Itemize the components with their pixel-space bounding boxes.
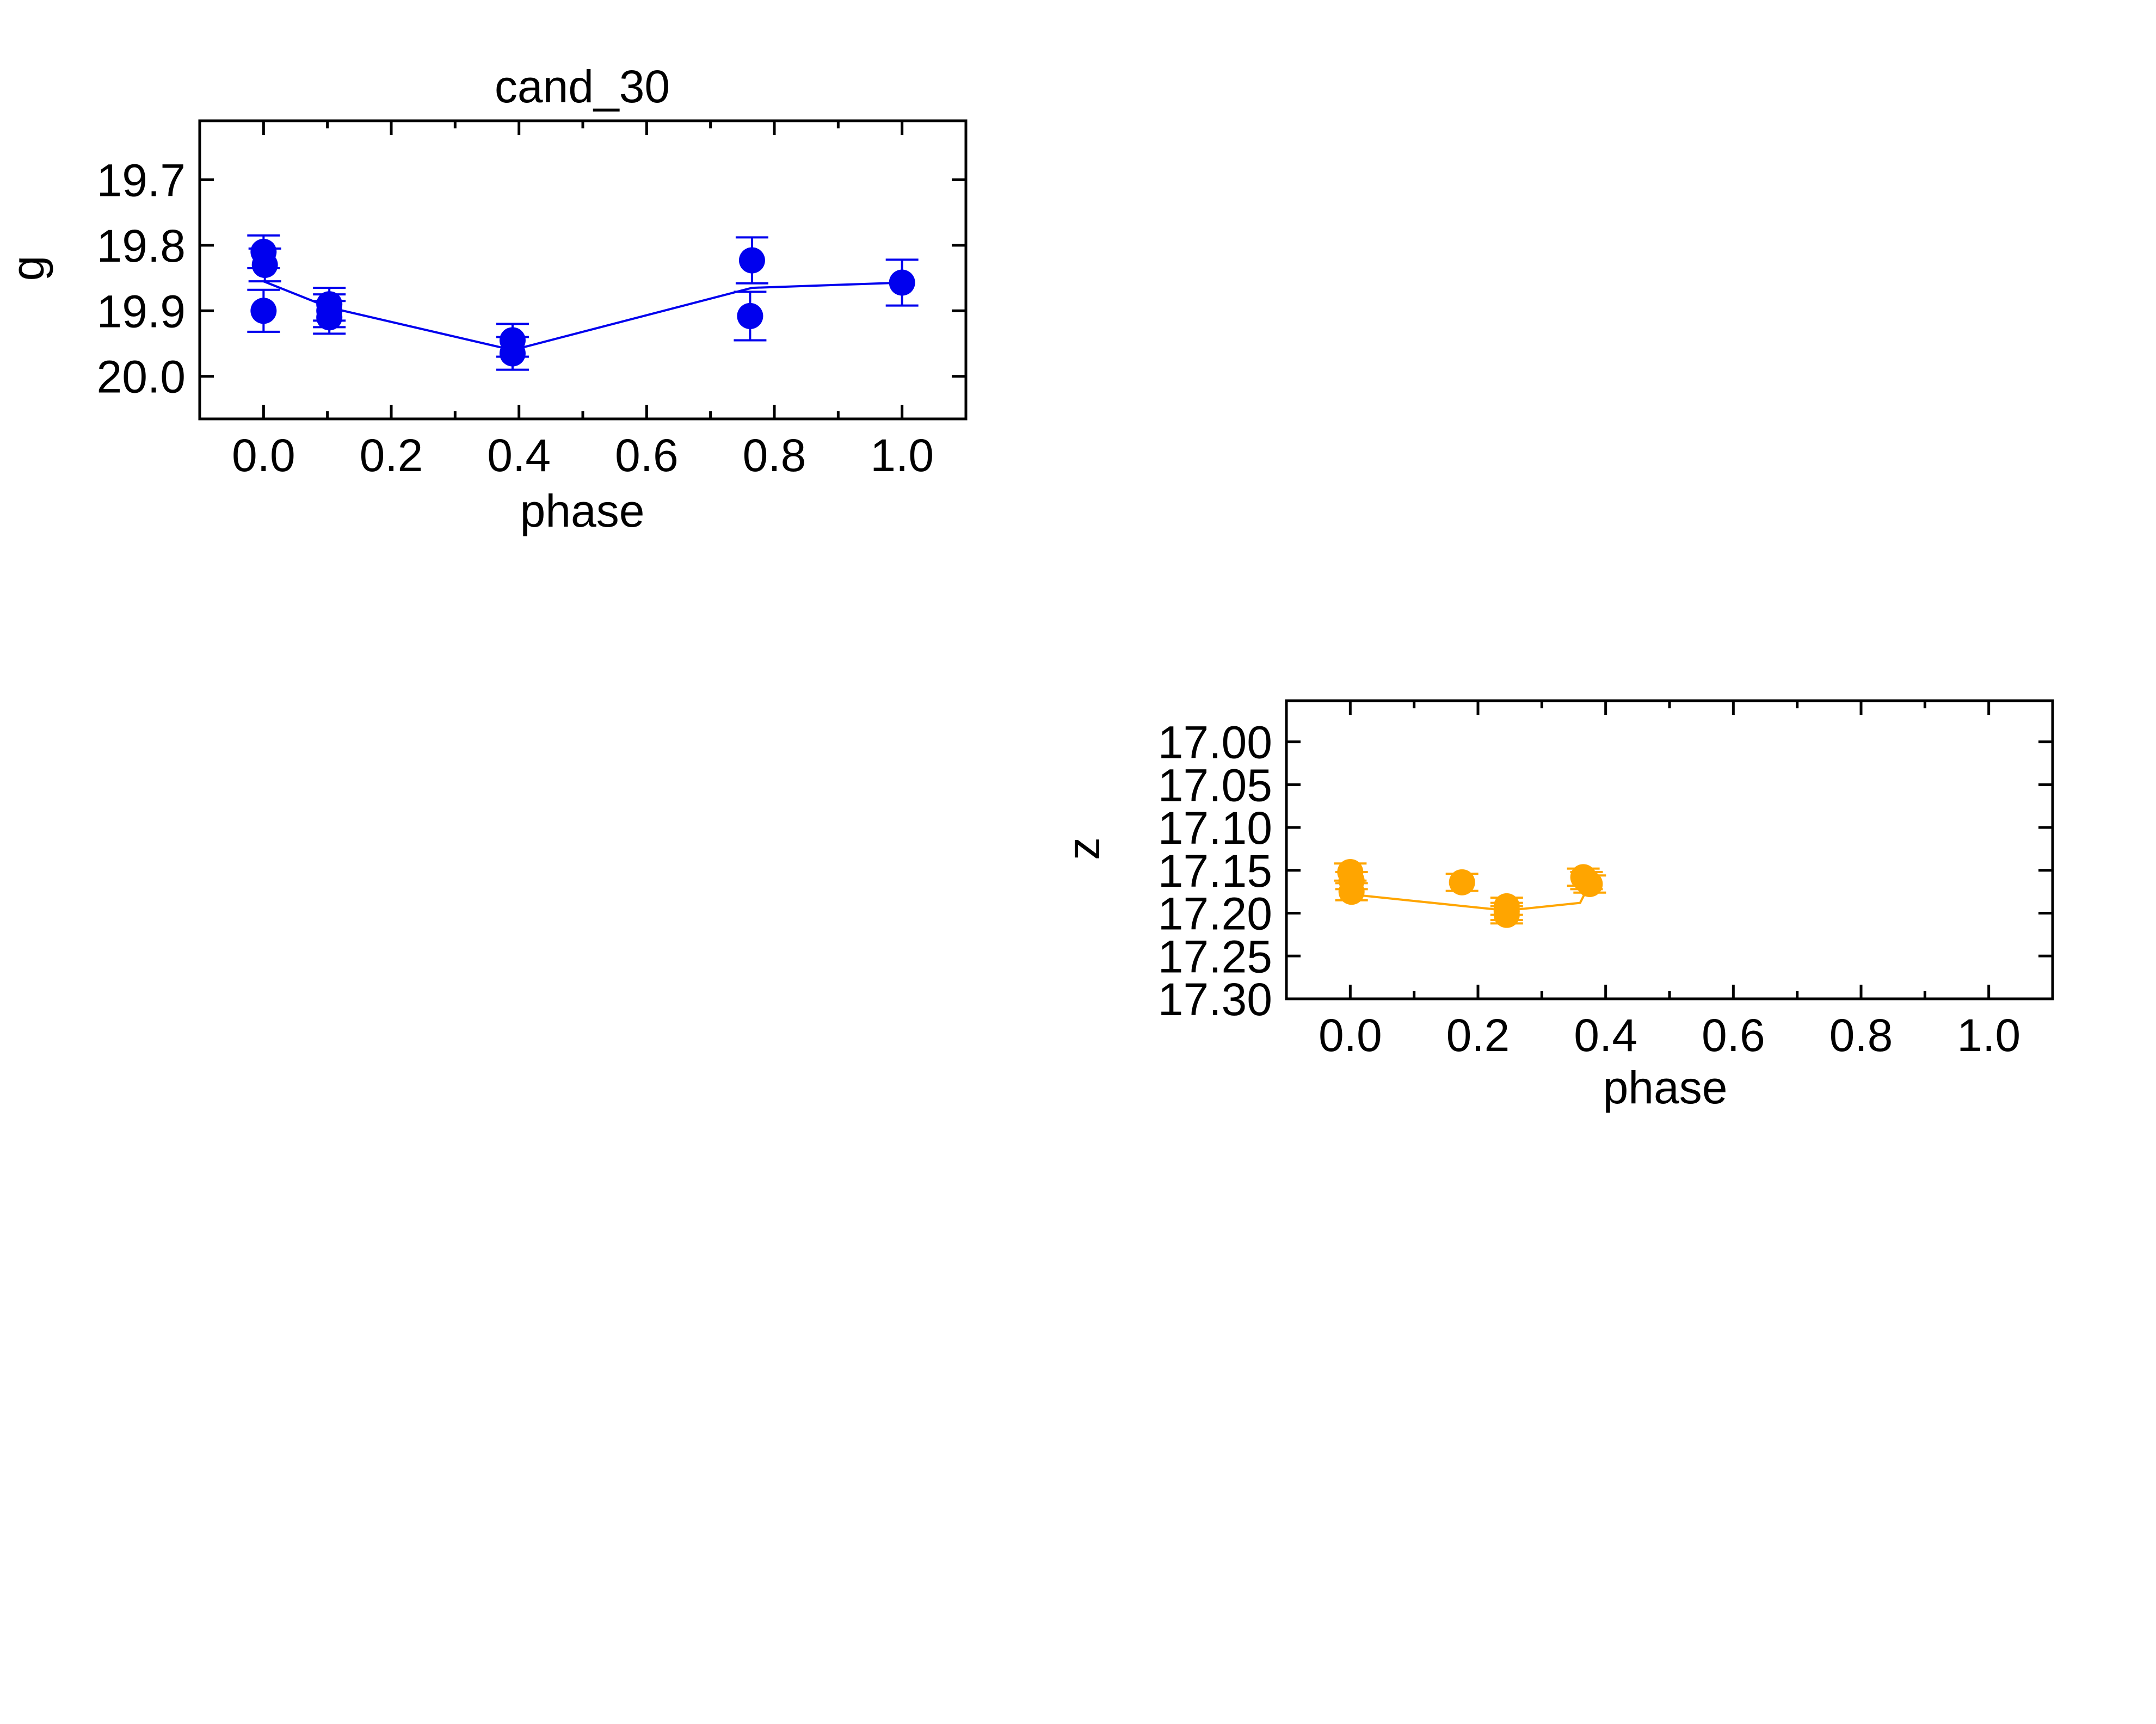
data-point bbox=[1338, 879, 1365, 905]
x-tick-label: 0.0 bbox=[1319, 1010, 1382, 1061]
data-point bbox=[738, 247, 765, 274]
data-point bbox=[251, 251, 278, 278]
y-tick-label: 19.7 bbox=[97, 155, 186, 206]
x-tick-label: 0.4 bbox=[1574, 1010, 1637, 1061]
x-tick-label: 1.0 bbox=[870, 430, 934, 481]
panel-title: cand_30 bbox=[495, 61, 670, 112]
y-axis-label: g bbox=[2, 256, 53, 281]
y-tick-label: 17.05 bbox=[1158, 759, 1272, 811]
y-tick-label: 19.8 bbox=[97, 220, 186, 271]
x-tick-label: 0.2 bbox=[360, 430, 423, 481]
x-tick-label: 0.2 bbox=[1446, 1010, 1510, 1061]
x-tick-label: 0.8 bbox=[1829, 1010, 1893, 1061]
data-point bbox=[889, 269, 915, 296]
x-tick-label: 0.0 bbox=[232, 430, 295, 481]
data-point bbox=[499, 340, 526, 367]
x-axis-label: phase bbox=[520, 485, 645, 536]
y-tick-label: 19.9 bbox=[97, 286, 186, 337]
x-tick-label: 0.4 bbox=[487, 430, 551, 481]
x-axis-label: phase bbox=[1603, 1062, 1728, 1113]
y-axis-label: z bbox=[1058, 837, 1109, 860]
x-tick-label: 0.8 bbox=[743, 430, 806, 481]
g-band-panel: cand_30 g phase 0.0 0.2 0.4 0.6 0.8 1.0 19.7 19… bbox=[2, 61, 968, 536]
x-tick-label: 0.6 bbox=[1702, 1010, 1765, 1061]
x-tick-label: 0.6 bbox=[615, 430, 679, 481]
data-point bbox=[250, 298, 277, 324]
data-point bbox=[1493, 901, 1520, 928]
y-tick-label: 17.25 bbox=[1158, 931, 1272, 982]
data-point bbox=[1449, 869, 1475, 895]
y-tick-label: 17.20 bbox=[1158, 888, 1272, 940]
x-tick-label: 1.0 bbox=[1957, 1010, 2021, 1061]
data-point bbox=[316, 304, 343, 331]
data-point bbox=[1576, 870, 1603, 897]
y-tick-label: 17.10 bbox=[1158, 802, 1272, 854]
data-point bbox=[737, 302, 763, 329]
y-tick-label: 17.00 bbox=[1158, 717, 1272, 768]
y-tick-label: 20.0 bbox=[97, 351, 186, 403]
y-tick-label: 17.30 bbox=[1158, 974, 1272, 1025]
z-band-panel: z phase 0.0 0.2 0.4 0.6 0.8 1.017.0017.0517.1… bbox=[1058, 699, 2054, 1113]
y-tick-label: 17.15 bbox=[1158, 845, 1272, 897]
